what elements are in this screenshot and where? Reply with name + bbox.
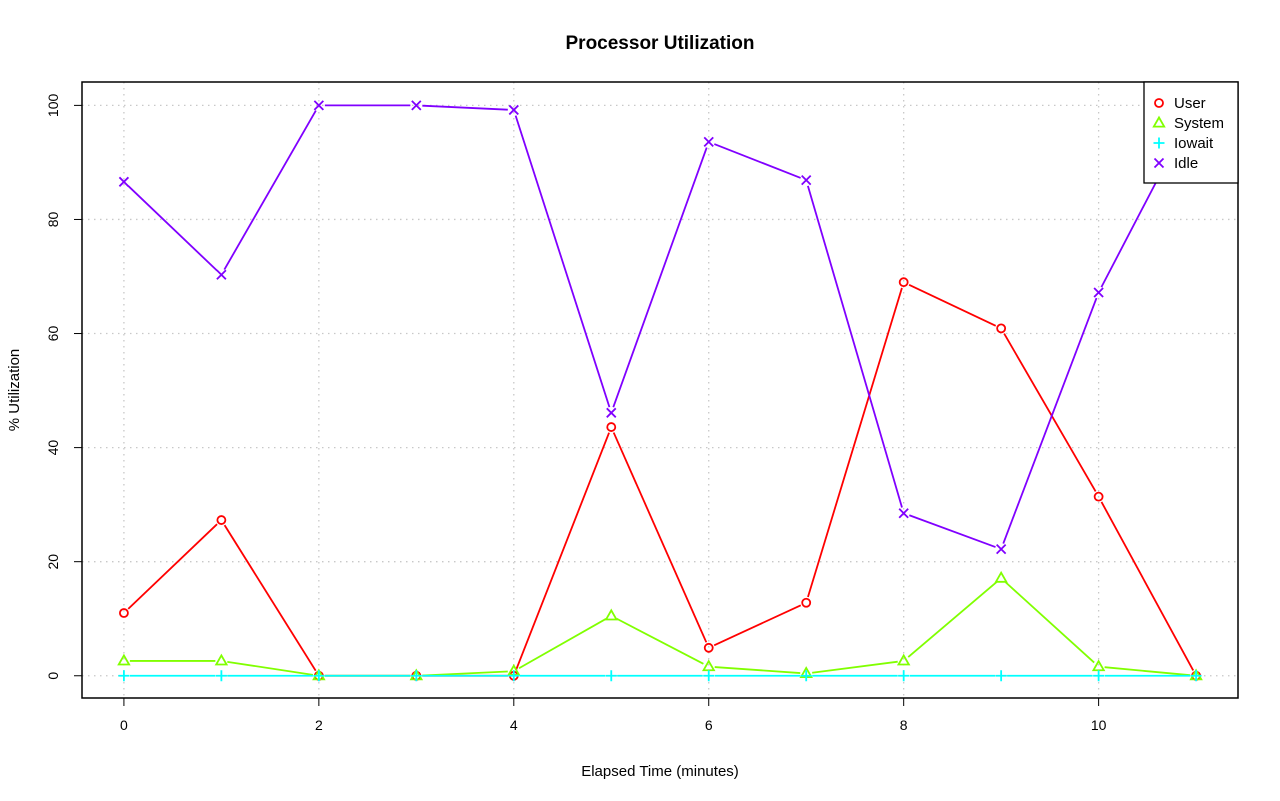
series-system bbox=[117, 570, 1203, 681]
data-point-iowait bbox=[703, 670, 715, 682]
grid bbox=[82, 82, 1238, 698]
series-iowait bbox=[118, 670, 1202, 682]
series-line-segment bbox=[1104, 666, 1191, 677]
data-point-user bbox=[996, 323, 1007, 334]
series-line-segment bbox=[1004, 581, 1095, 664]
plot-frame bbox=[81, 81, 1239, 699]
y-axis-label: % Utilization bbox=[6, 349, 23, 432]
series-line-segment bbox=[713, 604, 802, 647]
series-line-segment bbox=[514, 115, 611, 408]
y-tick-label: 0 bbox=[45, 672, 61, 680]
legend-label-idle: Idle bbox=[1174, 155, 1198, 172]
y-tick-label: 60 bbox=[45, 326, 61, 342]
data-point-idle bbox=[216, 269, 227, 280]
data-point-idle bbox=[118, 176, 130, 187]
data-point-iowait bbox=[605, 670, 617, 682]
series-line-segment bbox=[612, 432, 708, 643]
series-line-segment bbox=[807, 185, 903, 508]
x-tick-label: 4 bbox=[510, 717, 518, 733]
x-tick-label: 6 bbox=[705, 717, 713, 733]
data-point-user bbox=[703, 642, 714, 653]
series-line-segment bbox=[807, 287, 903, 598]
data-point-idle bbox=[1093, 287, 1104, 298]
data-point-user bbox=[606, 422, 617, 432]
series-line-segment bbox=[1003, 333, 1097, 492]
legend-label-user: User bbox=[1174, 95, 1206, 112]
legend-marker-user bbox=[1154, 98, 1164, 108]
y-tick-label: 80 bbox=[45, 211, 61, 227]
x-axis-label: Elapsed Time (minutes) bbox=[581, 763, 739, 780]
data-point-idle bbox=[801, 174, 812, 186]
series-line-segment bbox=[223, 524, 317, 672]
series-line-segment bbox=[812, 660, 898, 674]
data-point-system bbox=[701, 659, 716, 672]
data-point-idle bbox=[606, 407, 617, 418]
data-point-user bbox=[898, 277, 909, 288]
series-user bbox=[119, 277, 1201, 681]
data-point-system bbox=[214, 653, 229, 666]
data-point-iowait bbox=[410, 670, 422, 682]
chart-title: Processor Utilization bbox=[566, 33, 755, 54]
data-point-system bbox=[994, 570, 1008, 583]
y-tick-label: 40 bbox=[45, 440, 61, 456]
data-point-idle bbox=[996, 543, 1007, 555]
series-idle bbox=[118, 100, 1202, 555]
series-line-segment bbox=[616, 617, 704, 665]
series-line-segment bbox=[127, 185, 218, 272]
data-point-user bbox=[1093, 491, 1104, 502]
series-line-segment bbox=[1100, 501, 1195, 671]
series-line-segment bbox=[127, 523, 218, 610]
x-tick-label: 10 bbox=[1091, 717, 1107, 733]
series-group bbox=[117, 100, 1203, 682]
x-tick-label: 0 bbox=[120, 717, 128, 733]
series-line-segment bbox=[612, 147, 708, 408]
series-line-segment bbox=[713, 143, 801, 179]
series-line-segment bbox=[518, 618, 607, 670]
data-point-iowait bbox=[898, 670, 910, 682]
data-point-system bbox=[117, 653, 131, 666]
series-line-segment bbox=[714, 666, 801, 674]
data-point-user bbox=[119, 608, 129, 618]
series-line-segment bbox=[422, 670, 508, 677]
series-line-segment bbox=[227, 660, 314, 676]
data-point-idle bbox=[313, 100, 324, 111]
data-point-user bbox=[216, 515, 227, 525]
legend-marker-system bbox=[1152, 115, 1166, 128]
data-point-iowait bbox=[995, 670, 1007, 682]
data-point-idle bbox=[703, 136, 714, 148]
series-line-segment bbox=[908, 283, 997, 327]
data-point-iowait bbox=[215, 670, 227, 682]
data-point-iowait bbox=[118, 670, 130, 682]
data-point-iowait bbox=[1093, 670, 1105, 682]
y-tick-label: 20 bbox=[45, 554, 61, 570]
legend-label-system: System bbox=[1174, 115, 1224, 132]
legend-marker-iowait bbox=[1153, 137, 1165, 149]
series-line-segment bbox=[223, 110, 317, 271]
data-point-system bbox=[1091, 659, 1106, 672]
x-tick-label: 8 bbox=[900, 717, 908, 733]
data-point-user bbox=[801, 597, 812, 608]
data-point-idle bbox=[508, 104, 519, 116]
data-point-iowait bbox=[313, 670, 325, 682]
data-point-system bbox=[604, 608, 619, 621]
series-line-segment bbox=[515, 432, 610, 671]
data-point-idle bbox=[898, 508, 909, 519]
series-line-segment bbox=[1002, 297, 1098, 544]
series-line-segment bbox=[422, 104, 508, 111]
legend-marker-idle bbox=[1153, 157, 1165, 169]
data-point-system bbox=[896, 653, 911, 666]
legend: User System Iowait Idle bbox=[1143, 81, 1239, 184]
series-line-segment bbox=[908, 514, 996, 548]
data-point-idle bbox=[411, 100, 422, 111]
legend-label-iowait: Iowait bbox=[1174, 135, 1214, 152]
x-tick-label: 2 bbox=[315, 717, 323, 733]
series-line-segment bbox=[907, 581, 998, 658]
data-point-iowait bbox=[1190, 670, 1202, 682]
data-point-iowait bbox=[800, 670, 812, 682]
y-tick-label: 100 bbox=[45, 93, 61, 117]
data-point-iowait bbox=[508, 670, 520, 682]
